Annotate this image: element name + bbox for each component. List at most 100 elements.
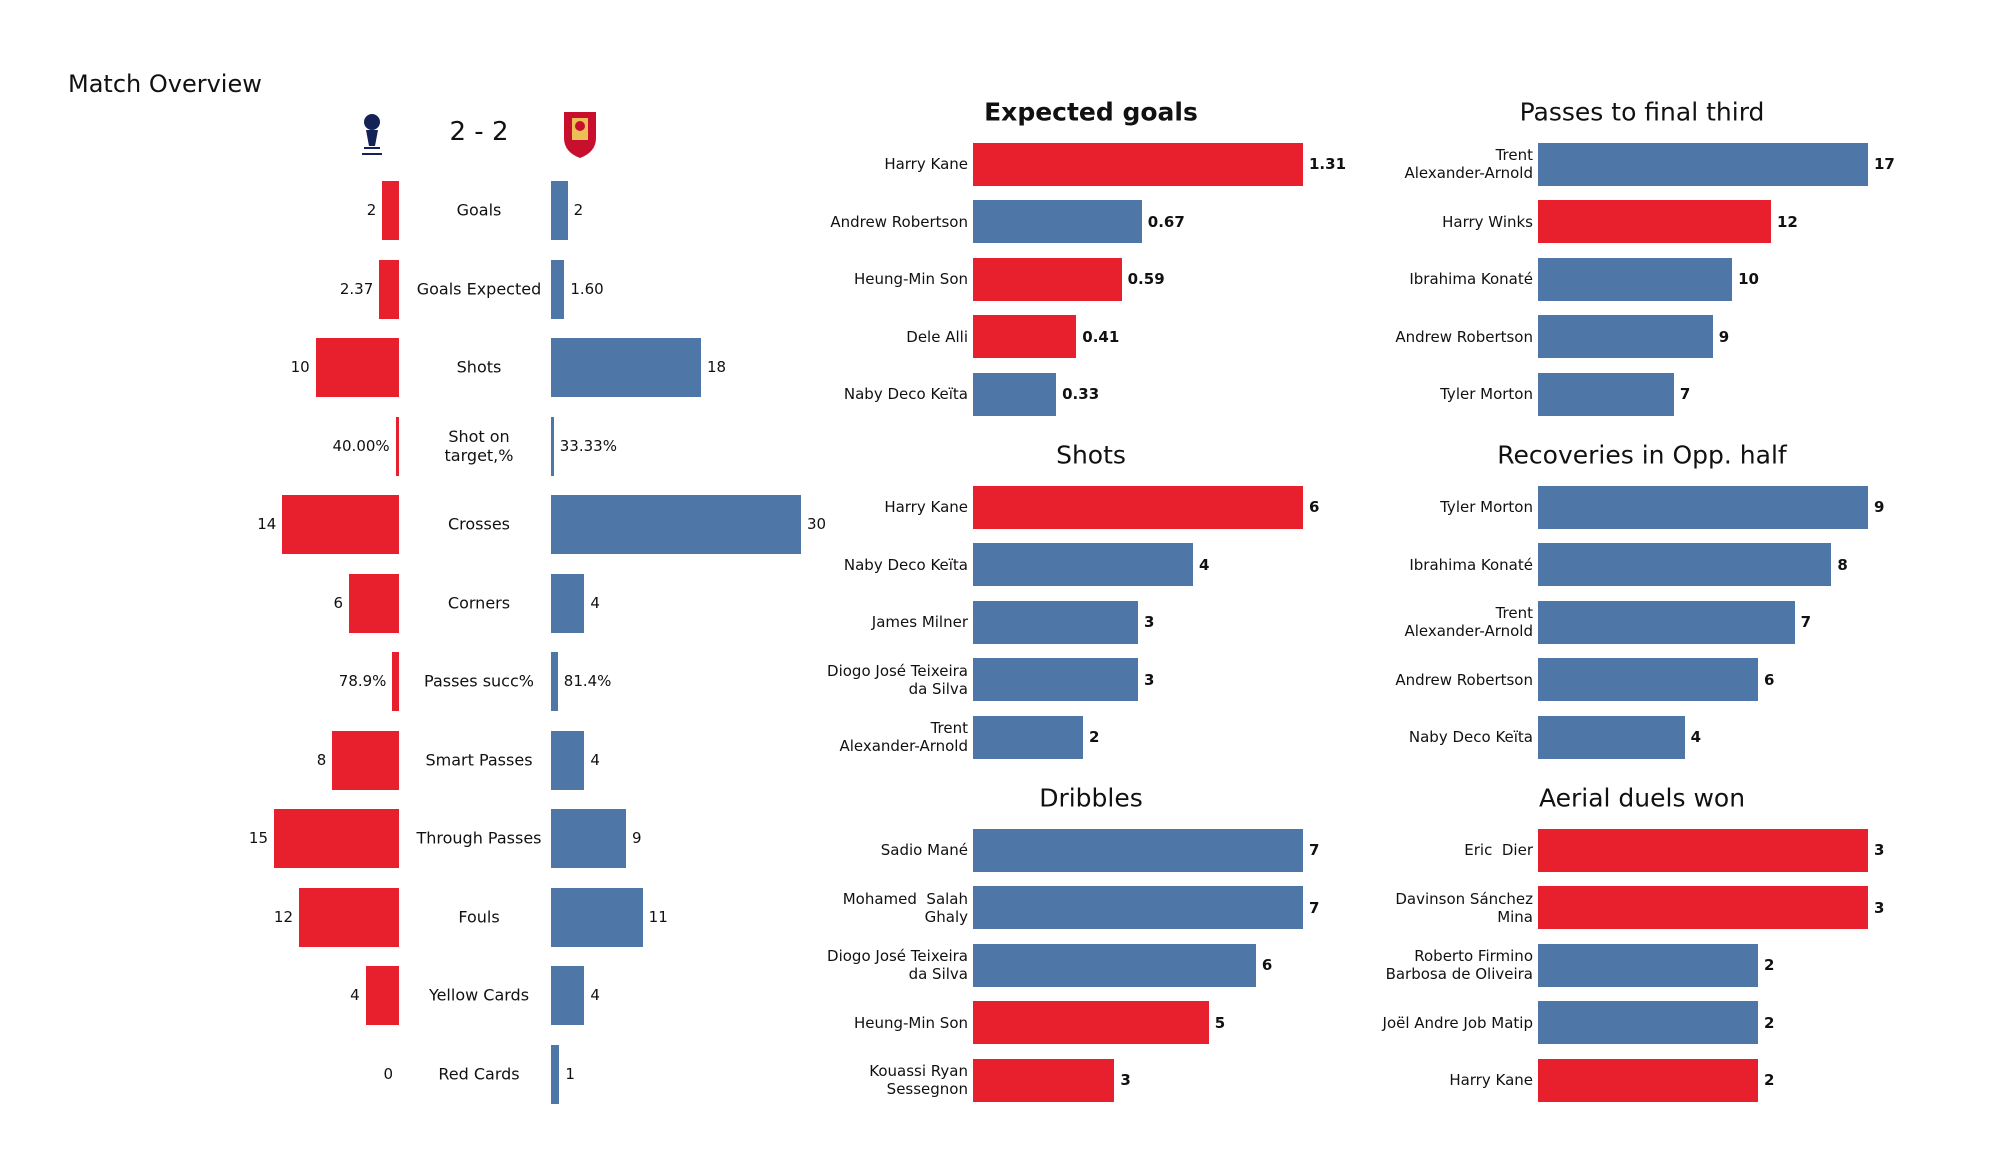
bar: [299, 887, 399, 947]
bar: [1538, 1001, 1758, 1044]
value-label: 14: [257, 515, 277, 533]
value-label: 18: [707, 358, 727, 376]
bar: [551, 573, 585, 633]
value-label: 7: [1309, 841, 1320, 859]
value-label: 2: [366, 201, 377, 219]
row-label: Yellow Cards: [428, 985, 530, 1005]
bar: [973, 658, 1138, 701]
player-label: Diogo José Teixeira da Silva: [827, 661, 968, 698]
home-crest: [362, 114, 382, 155]
player-label: Andrew Robertson: [1395, 327, 1533, 346]
value-label: 0.41: [1082, 327, 1120, 346]
value-label: 33.33%: [559, 436, 617, 455]
bar: [315, 338, 399, 397]
player-label: Mohamed Salah Ghaly: [842, 889, 968, 926]
bar: [1538, 943, 1758, 987]
player-label: Naby Deco Keïta: [843, 385, 968, 403]
value-label: 7: [1679, 385, 1691, 403]
bar: [395, 416, 399, 476]
value-label: 4: [350, 986, 360, 1004]
bar: [332, 730, 399, 790]
value-label: 7: [1309, 898, 1320, 917]
value-label: 12: [1776, 212, 1798, 231]
bar: [551, 416, 554, 476]
bar: [1538, 485, 1868, 529]
value-label: 2: [573, 201, 584, 219]
bar: [551, 887, 643, 947]
bar: [973, 543, 1193, 586]
player-label: Trent Alexander-Arnold: [1404, 146, 1533, 182]
value-label: 4: [1199, 555, 1210, 574]
player-label: Dele Alli: [906, 327, 968, 346]
bar: [551, 730, 585, 790]
bar: [973, 200, 1142, 243]
value-label: 3: [1120, 1071, 1131, 1089]
bar: [1538, 715, 1685, 759]
bar: [551, 181, 568, 240]
bar: [1538, 257, 1733, 301]
bar: [1538, 315, 1713, 358]
row-label: Corners: [447, 593, 511, 612]
value-label: 2: [1764, 956, 1775, 974]
player-label: Trent Alexander-Arnold: [839, 719, 968, 755]
value-label: 6: [333, 593, 343, 612]
bar: [1538, 886, 1868, 929]
bar: [379, 259, 399, 319]
player-label: Roberto Firmino Barbosa de Oliveira: [1385, 947, 1533, 983]
value-label: 6: [1309, 498, 1320, 516]
player-label: Harry Kane: [884, 498, 968, 516]
value-label: 1.60: [570, 279, 604, 298]
player-label: Trent Alexander-Arnold: [1404, 604, 1533, 640]
bar: [973, 886, 1303, 929]
value-label: 9: [1874, 498, 1885, 516]
player-label: Harry Kane: [884, 155, 968, 173]
row-label: Red Cards: [438, 1064, 520, 1083]
bar: [973, 828, 1303, 872]
away-crest: [564, 112, 596, 158]
panel-title: Passes to final third: [1519, 97, 1765, 127]
value-label: 17: [1874, 155, 1895, 173]
bar: [973, 943, 1256, 987]
player-label: James Milner: [871, 613, 968, 631]
value-label: 0.59: [1127, 270, 1165, 288]
value-label: 81.4%: [563, 672, 612, 690]
player-label: Kouassi Ryan Sessegnon: [869, 1062, 968, 1098]
row-label: Passes succ%: [424, 671, 534, 691]
player-label: Harry Winks: [1442, 212, 1533, 231]
value-label: 2: [1089, 728, 1100, 746]
value-label: 6: [1764, 670, 1775, 689]
panel-title: Expected goals: [984, 97, 1198, 127]
value-label: 10: [290, 358, 310, 376]
value-label: 6: [1261, 956, 1273, 974]
bar: [973, 142, 1303, 186]
bar: [551, 259, 565, 319]
player-label: Tyler Morton: [1440, 385, 1533, 403]
player-label: Davinson Sánchez Mina: [1395, 889, 1533, 926]
value-label: 11: [648, 907, 668, 926]
bar: [551, 809, 626, 868]
value-label: 1: [565, 1064, 575, 1083]
value-label: 2: [1764, 1013, 1775, 1032]
value-label: 9: [632, 829, 642, 847]
player-label: Andrew Robertson: [1395, 670, 1533, 689]
value-label: 78.9%: [338, 672, 387, 690]
score: 2 - 2: [449, 117, 509, 147]
value-label: 2: [1764, 1071, 1775, 1089]
bar: [973, 257, 1122, 301]
value-label: 3: [1874, 898, 1885, 917]
bar: [973, 1001, 1209, 1044]
bar: [973, 600, 1138, 644]
bar: [1538, 658, 1758, 701]
player-label: Heung-Min Son: [853, 1013, 968, 1032]
bar: [551, 966, 585, 1025]
row-label: Fouls: [458, 907, 500, 926]
value-label: 4: [590, 986, 600, 1004]
value-label: 7: [1800, 613, 1812, 631]
player-label: Naby Deco Keïta: [843, 555, 968, 574]
value-label: 8: [316, 750, 327, 769]
chart-title: Match Overview: [68, 70, 262, 98]
bar: [973, 372, 1057, 416]
bar: [392, 652, 399, 711]
player-label: Eric Dier: [1464, 841, 1533, 859]
